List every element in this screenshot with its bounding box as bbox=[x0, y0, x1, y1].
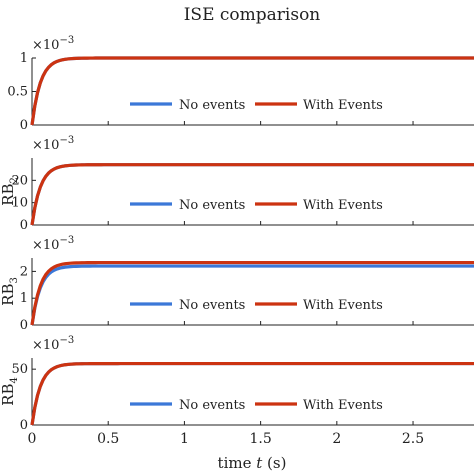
x-axis-label-pre: time bbox=[218, 454, 257, 472]
exponent-base: ×10 bbox=[32, 138, 59, 153]
y-exponent-label: ×10−3 bbox=[32, 235, 74, 253]
exponent-power: −3 bbox=[59, 335, 74, 346]
series-line-no-events bbox=[30, 56, 474, 126]
y-exponent-label: ×10−3 bbox=[32, 135, 74, 153]
x-tick-label: 2.5 bbox=[402, 431, 424, 447]
y-axis-label-sub: 4 bbox=[9, 377, 20, 383]
legend-label-with-events: With Events bbox=[303, 98, 383, 113]
y-tick-label: 50 bbox=[11, 362, 28, 377]
y-tick-label: 10 bbox=[11, 196, 28, 211]
x-axis-label: time t (s) bbox=[218, 454, 287, 472]
x-axis-label-var: t bbox=[256, 454, 263, 472]
exponent-base: ×10 bbox=[32, 238, 59, 253]
legend-label-no-events: No events bbox=[179, 98, 245, 113]
series-line-with-events bbox=[30, 163, 474, 226]
y-tick-label: 20 bbox=[11, 173, 28, 188]
x-tick-label: 1.5 bbox=[249, 431, 271, 447]
exponent-power: −3 bbox=[59, 235, 74, 246]
legend-label-no-events: No events bbox=[179, 298, 245, 313]
y-exponent-label: ×10−3 bbox=[32, 35, 74, 53]
x-tick-label: 0 bbox=[28, 431, 37, 447]
series-line-no-events bbox=[30, 163, 474, 226]
x-axis-label-post: (s) bbox=[262, 454, 286, 472]
exponent-power: −3 bbox=[59, 135, 74, 146]
y-tick-label: 0 bbox=[20, 218, 28, 233]
panel-3: 0 1 2 ×10−3 RB3 No events With Events bbox=[0, 235, 474, 333]
y-axis-label: RB2 bbox=[0, 177, 20, 206]
y-tick-label: 2 bbox=[20, 264, 28, 279]
y-tick-label: 1 bbox=[20, 51, 28, 66]
chart-title: ISE comparison bbox=[184, 5, 321, 25]
panel-1: 0 0.5 1 ×10−3 No events With Events bbox=[7, 35, 474, 133]
panels-group: 00.51×10−3No events With Events01020×10−3… bbox=[0, 35, 474, 447]
series-line-with-events bbox=[30, 361, 474, 426]
y-axis-label: RB3 bbox=[0, 277, 20, 306]
y-axis-label-sub: 3 bbox=[9, 277, 20, 283]
y-axis-label-main: RB bbox=[0, 284, 17, 306]
y-tick-label: 0 bbox=[20, 418, 28, 433]
legend-label-with-events: With Events bbox=[303, 298, 383, 313]
legend-label-no-events: No events bbox=[179, 198, 245, 213]
y-axis-label-main: RB bbox=[0, 184, 17, 206]
legend-label-with-events: With Events bbox=[303, 398, 383, 413]
y-tick-label: 0 bbox=[20, 118, 28, 133]
series-line-with-events bbox=[30, 56, 474, 126]
series-line-with-events bbox=[30, 260, 474, 326]
y-axis-label-main: RB bbox=[0, 384, 17, 406]
x-tick-label: 1 bbox=[180, 431, 189, 447]
exponent-base: ×10 bbox=[32, 338, 59, 353]
y-tick-label: 0 bbox=[20, 318, 28, 333]
series-line-no-events bbox=[30, 361, 474, 426]
x-tick-label: 2 bbox=[332, 431, 341, 447]
y-exponent-label: ×10−3 bbox=[32, 335, 74, 353]
series-line-no-events bbox=[30, 264, 474, 326]
panel-4: 0 50 0 0.5 1 1.5 2 2.5 ×10−3 RB4 No events With Eve… bbox=[0, 335, 474, 447]
y-axis-label-sub: 2 bbox=[9, 177, 20, 183]
panel-2: 0 10 20 ×10−3 RB2 No events With Events bbox=[0, 135, 474, 233]
exponent-base: ×10 bbox=[32, 38, 59, 53]
y-axis-label: RB4 bbox=[0, 377, 20, 406]
legend-label-no-events: No events bbox=[179, 398, 245, 413]
y-tick-label: 0.5 bbox=[7, 85, 28, 100]
exponent-power: −3 bbox=[59, 35, 74, 46]
legend-label-with-events: With Events bbox=[303, 198, 383, 213]
x-tick-label: 0.5 bbox=[97, 431, 119, 447]
y-tick-label: 1 bbox=[20, 291, 28, 306]
